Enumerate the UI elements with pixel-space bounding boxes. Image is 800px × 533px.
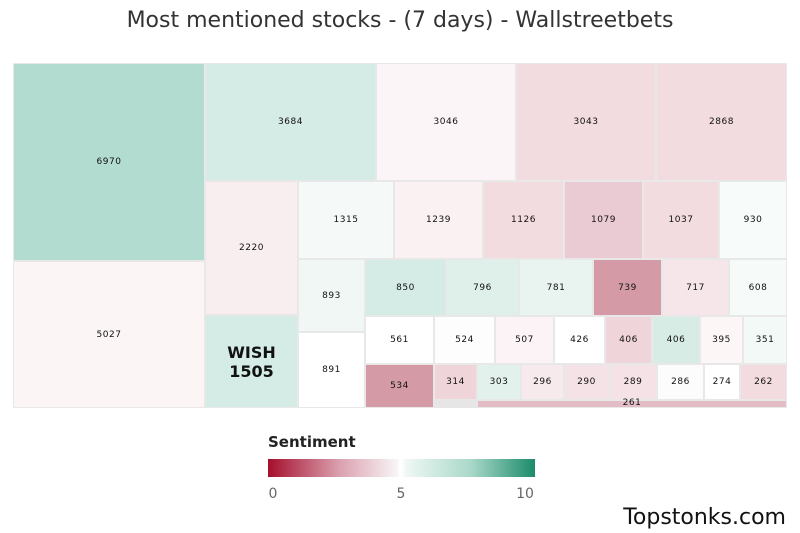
watermark: Topstonks.com bbox=[623, 505, 786, 530]
treemap-cell-value: 1037 bbox=[668, 215, 694, 225]
treemap-cell-value: 850 bbox=[396, 282, 415, 293]
treemap-cell-value: 426 bbox=[570, 335, 589, 345]
treemap-cell: 262 bbox=[740, 364, 787, 400]
legend-tick-min: 0 bbox=[268, 486, 278, 502]
treemap-cell: 289 bbox=[609, 364, 657, 400]
treemap-cell: 406 bbox=[605, 316, 652, 364]
treemap-cell-value: 524 bbox=[455, 335, 474, 345]
treemap-cell-value: 1505 bbox=[229, 361, 274, 381]
treemap-cell: 261 bbox=[477, 398, 787, 408]
treemap-cell: 274 bbox=[704, 364, 740, 400]
treemap-cell-value: 796 bbox=[473, 282, 492, 293]
treemap-cell-value: 6970 bbox=[96, 157, 122, 167]
treemap-cell-value: 2220 bbox=[239, 243, 264, 253]
treemap-cell-value: 286 bbox=[671, 377, 690, 387]
treemap-cell-value: 534 bbox=[390, 381, 409, 391]
treemap-cell-value: 261 bbox=[622, 398, 642, 408]
treemap-cell-label: WISH bbox=[227, 342, 276, 362]
treemap-cell-value: 608 bbox=[748, 282, 768, 293]
treemap-cell: 717 bbox=[662, 259, 729, 316]
treemap-cell-value: 351 bbox=[755, 335, 775, 345]
treemap-cell: 1239 bbox=[394, 181, 483, 259]
treemap-cell-value: 1079 bbox=[591, 215, 616, 225]
treemap-cell-value: 561 bbox=[390, 335, 409, 345]
treemap-cell: 6970 bbox=[13, 63, 205, 261]
treemap-cell: 3046 bbox=[376, 63, 516, 181]
treemap-cell: 395 bbox=[700, 316, 743, 364]
treemap-cell: 303 bbox=[477, 364, 521, 400]
treemap-cell: 1037 bbox=[643, 181, 719, 259]
treemap-cell-value: 3043 bbox=[573, 117, 599, 127]
treemap-cell-value: 3046 bbox=[433, 117, 459, 127]
treemap-cell: 314 bbox=[434, 364, 477, 400]
treemap-cell: 524 bbox=[434, 316, 495, 364]
treemap-cell: 426 bbox=[554, 316, 605, 364]
treemap-cell-value: 303 bbox=[489, 377, 509, 387]
treemap-cell: 891 bbox=[298, 332, 365, 408]
treemap-cell: 351 bbox=[743, 316, 787, 364]
treemap-cell-value: 507 bbox=[515, 335, 534, 345]
treemap-cell-value: 2868 bbox=[709, 117, 734, 127]
treemap-cell-value: 893 bbox=[322, 290, 341, 301]
treemap-cell: 1315 bbox=[298, 181, 394, 259]
treemap-cell-value: 314 bbox=[446, 377, 465, 387]
treemap: 6970 5027 3684 3046 3043 2868 2220 WISH 1505 1315… bbox=[13, 63, 787, 408]
treemap-cell: 534 bbox=[365, 364, 434, 408]
treemap-cell-value: 290 bbox=[577, 377, 596, 387]
treemap-cell-value: 739 bbox=[618, 282, 637, 293]
treemap-cell: 930 bbox=[719, 181, 787, 259]
treemap-cell-value: 262 bbox=[754, 377, 773, 387]
legend-midpoint-marker bbox=[399, 458, 401, 478]
treemap-cell-value: 5027 bbox=[96, 329, 122, 340]
chart-title: Most mentioned stocks - (7 days) - Walls… bbox=[126, 8, 674, 33]
treemap-cell: 296 bbox=[521, 364, 564, 400]
treemap-cell: 781 bbox=[519, 259, 593, 316]
treemap-cell-value: 1126 bbox=[511, 215, 536, 225]
treemap-cell: 507 bbox=[495, 316, 554, 364]
legend-tick-mid: 5 bbox=[396, 486, 406, 502]
treemap-cell: 608 bbox=[729, 259, 787, 316]
legend-title: Sentiment bbox=[268, 433, 356, 451]
treemap-cell-value: 289 bbox=[623, 377, 643, 387]
treemap-cell: 290 bbox=[564, 364, 609, 400]
treemap-cell: 561 bbox=[365, 316, 434, 364]
treemap-cell: 2868 bbox=[656, 63, 787, 181]
legend-color-scale bbox=[268, 459, 535, 477]
treemap-cell-wish: WISH 1505 bbox=[205, 315, 298, 408]
treemap-cell-value: 406 bbox=[666, 335, 686, 345]
treemap-cell: 3684 bbox=[205, 63, 376, 181]
treemap-cell: 5027 bbox=[13, 261, 205, 408]
treemap-cell: 850 bbox=[365, 259, 446, 316]
treemap-cell-value: 274 bbox=[712, 377, 732, 387]
treemap-cell: 2220 bbox=[205, 181, 298, 315]
treemap-cell-value: 930 bbox=[743, 215, 763, 225]
treemap-cell-value: 1239 bbox=[426, 215, 451, 225]
treemap-cell: 796 bbox=[446, 259, 519, 316]
treemap-cell-value: 891 bbox=[322, 365, 341, 375]
treemap-cell: 893 bbox=[298, 259, 365, 332]
treemap-cell-value: 1315 bbox=[333, 215, 359, 225]
treemap-cell: 3043 bbox=[516, 63, 656, 181]
treemap-cell-value: 3684 bbox=[278, 117, 303, 127]
treemap-cell: 286 bbox=[657, 364, 704, 400]
treemap-cell: 1126 bbox=[483, 181, 564, 259]
legend-tick-max: 10 bbox=[516, 486, 534, 502]
treemap-cell: 739 bbox=[593, 259, 662, 316]
treemap-cell: 1079 bbox=[564, 181, 643, 259]
treemap-cell-value: 406 bbox=[619, 335, 638, 345]
treemap-cell-value: 781 bbox=[546, 282, 566, 293]
treemap-cell-value: 296 bbox=[533, 377, 552, 387]
treemap-cell: 406 bbox=[652, 316, 700, 364]
treemap-cell-value: 717 bbox=[686, 282, 705, 293]
treemap-cell-value: 395 bbox=[712, 335, 731, 345]
